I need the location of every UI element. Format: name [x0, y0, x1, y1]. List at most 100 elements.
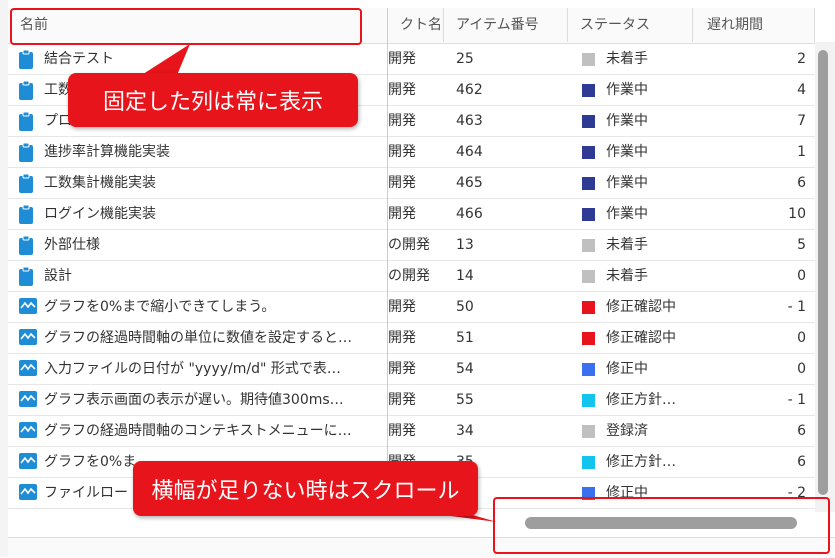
status-swatch: [582, 115, 595, 128]
row-icon: [18, 385, 38, 420]
item-name: 工数: [44, 82, 72, 98]
project-name: 開発: [388, 51, 416, 67]
delay: 6: [797, 454, 806, 470]
row-icon: [18, 230, 38, 265]
status-swatch: [582, 425, 595, 438]
project-name: 開発: [388, 299, 416, 315]
status-swatch: [582, 301, 595, 314]
status: 作業中: [606, 175, 648, 191]
item-name: プロ: [44, 113, 72, 129]
row-icon: [18, 75, 38, 110]
status-swatch: [582, 53, 595, 66]
item-number: 50: [456, 299, 474, 315]
item-name: 結合テスト: [44, 51, 114, 67]
fixed-divider: [387, 8, 388, 508]
delay: 0: [797, 330, 806, 346]
table-row[interactable]: グラフを0%まで縮小できてしまう。 開発 50 修正確認中 - 1: [8, 292, 815, 323]
status: 作業中: [606, 206, 648, 222]
delay: 4: [797, 82, 806, 98]
delay: 0: [797, 361, 806, 377]
v-scroll-thumb[interactable]: [818, 50, 828, 495]
item-name: グラフ表示画面の表示が遅い。期待値300ms…: [44, 392, 344, 408]
status-swatch: [582, 146, 595, 159]
row-icon: [18, 323, 38, 358]
item-name: ファイルロー: [44, 485, 128, 501]
row-icon: [18, 137, 38, 172]
table-row[interactable]: 結合テスト 開発 25 未着手 2: [8, 44, 815, 75]
status-swatch: [582, 208, 595, 221]
row-icon: [18, 44, 38, 79]
h-scroll-thumb[interactable]: [525, 517, 797, 529]
item-number: 466: [456, 206, 483, 222]
row-icon: [18, 168, 38, 203]
item-number: 34: [456, 423, 474, 439]
highlight-box: [493, 497, 830, 554]
row-icon: [18, 354, 38, 389]
status-swatch: [582, 332, 595, 345]
row-icon: [18, 416, 38, 451]
status: 作業中: [606, 144, 648, 160]
status-swatch: [582, 363, 595, 376]
delay: 10: [788, 206, 806, 222]
table-row[interactable]: 入力ファイルの日付が "yyyy/m/d" 形式で表… 開発 54 修正中 0: [8, 354, 815, 385]
row-icon: [18, 478, 38, 513]
row-icon: [18, 106, 38, 141]
header-bg: [8, 8, 815, 44]
delay: - 1: [787, 392, 806, 408]
status: 修正方針…: [606, 392, 676, 408]
table-row[interactable]: 工数集計機能実装 開発 465 作業中 6: [8, 168, 815, 199]
status: 未着手: [606, 237, 648, 253]
status: 登録済: [606, 423, 648, 439]
status: 修正中: [606, 361, 648, 377]
item-number: 14: [456, 268, 474, 284]
table-row[interactable]: 進捗率計算機能実装 開発 464 作業中 1: [8, 137, 815, 168]
project-name: 開発: [388, 113, 416, 129]
project-name: 開発: [388, 206, 416, 222]
project-name: の開発: [388, 237, 430, 253]
table-row[interactable]: グラフの経過時間軸の単位に数値を設定すると… 開発 51 修正確認中 0: [8, 323, 815, 354]
callout: 横幅が足りない時はスクロール: [133, 461, 478, 516]
project-name: 開発: [388, 330, 416, 346]
callout-tail: [140, 44, 190, 80]
item-number: 54: [456, 361, 474, 377]
item-name: グラフの経過時間軸の単位に数値を設定すると…: [44, 330, 352, 346]
delay: 0: [797, 268, 806, 284]
row-icon: [18, 199, 38, 234]
item-name: 進捗率計算機能実装: [44, 144, 170, 160]
project-name: の開発: [388, 268, 430, 284]
project-name: 開発: [388, 175, 416, 191]
item-name: ログイン機能実装: [44, 206, 156, 222]
status-swatch: [582, 456, 595, 469]
status: 未着手: [606, 268, 648, 284]
item-name: 入力ファイルの日付が "yyyy/m/d" 形式で表…: [44, 361, 341, 377]
table-row[interactable]: ログイン機能実装 開発 466 作業中 10: [8, 199, 815, 230]
delay: 6: [797, 175, 806, 191]
delay: - 1: [787, 299, 806, 315]
item-number: 462: [456, 82, 483, 98]
status-swatch: [582, 487, 595, 500]
project-name: 開発: [388, 361, 416, 377]
status: 修正確認中: [606, 299, 676, 315]
highlight-box: [10, 8, 362, 45]
status: 修正方針…: [606, 454, 676, 470]
status: 作業中: [606, 113, 648, 129]
item-number: 465: [456, 175, 483, 191]
project-name: 開発: [388, 82, 416, 98]
table-row[interactable]: プロ 開発 463 作業中 7: [8, 106, 815, 137]
table-row[interactable]: 工数 開発 462 作業中 4: [8, 75, 815, 106]
row-icon: [18, 292, 38, 327]
column-header: アイテム番号: [444, 8, 568, 42]
column-header: 遅れ期間: [693, 8, 815, 42]
item-name: グラフを0%ま: [44, 454, 137, 470]
window-edge: [0, 0, 8, 557]
table-row[interactable]: グラフ表示画面の表示が遅い。期待値300ms… 開発 55 修正方針… - 1: [8, 385, 815, 416]
table-row[interactable]: 外部仕様 の開発 13 未着手 5: [8, 230, 815, 261]
item-number: 25: [456, 51, 474, 67]
item-name: グラフを0%まで縮小できてしまう。: [44, 299, 276, 315]
status-swatch: [582, 84, 595, 97]
table-row[interactable]: グラフの経過時間軸のコンテキストメニューに… 開発 34 登録済 6: [8, 416, 815, 447]
table-row[interactable]: 設計 の開発 14 未着手 0: [8, 261, 815, 292]
item-number: 51: [456, 330, 474, 346]
column-header: クト名: [388, 8, 444, 42]
